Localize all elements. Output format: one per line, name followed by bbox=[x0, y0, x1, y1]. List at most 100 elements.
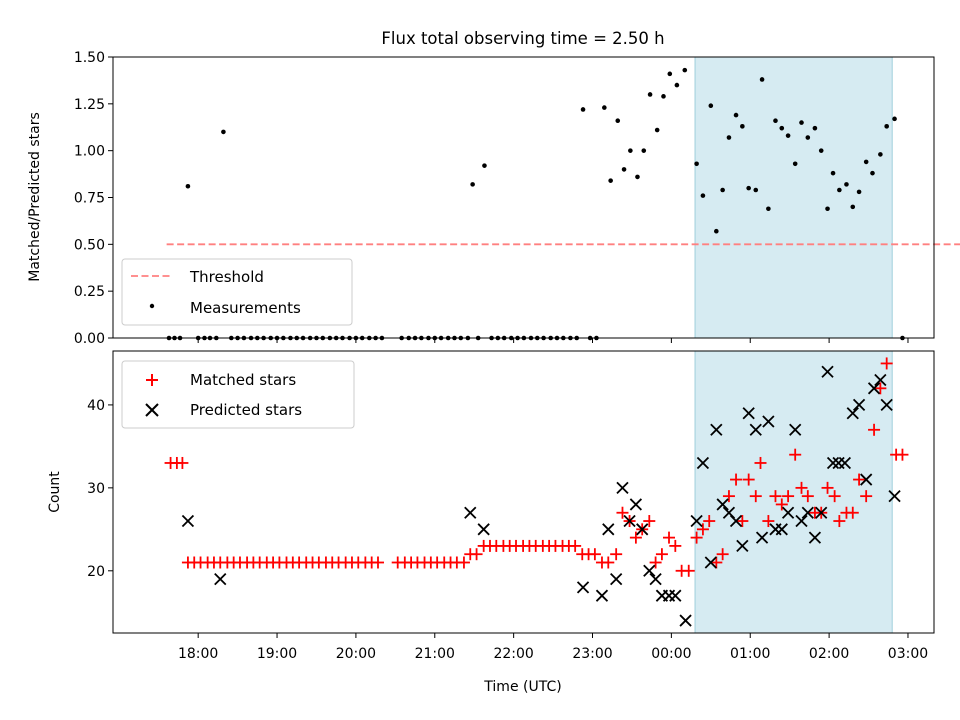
legend-measurements-label: Measurements bbox=[190, 299, 301, 317]
measurement-point bbox=[185, 183, 191, 189]
predicted-star-point bbox=[888, 490, 901, 503]
matched-star-point bbox=[828, 490, 841, 503]
legend-predicted-swatch bbox=[145, 403, 159, 417]
predicted-star-point bbox=[808, 531, 822, 544]
matched-star-point bbox=[795, 481, 808, 494]
measurement-point bbox=[870, 170, 875, 176]
measurement-point bbox=[746, 185, 751, 191]
x-tick-label: 19:00 bbox=[257, 646, 297, 662]
measurement-point bbox=[470, 182, 475, 187]
measurement-point bbox=[825, 206, 830, 212]
matched-star-point bbox=[833, 515, 846, 528]
matched-star-point bbox=[176, 456, 189, 469]
measurement-point bbox=[708, 103, 714, 109]
predicted-star-point bbox=[826, 456, 840, 470]
measurement-point bbox=[602, 105, 607, 110]
predicted-star-point bbox=[874, 373, 887, 387]
measurement-point bbox=[785, 133, 791, 138]
matched-star-point bbox=[655, 548, 668, 561]
matched-star-point bbox=[742, 473, 755, 486]
matched-star-point bbox=[663, 531, 676, 544]
measurement-point bbox=[850, 204, 856, 210]
x-tick-label: 21:00 bbox=[415, 646, 455, 662]
x-tick-label: 20:00 bbox=[336, 646, 376, 662]
measurement-point bbox=[830, 170, 836, 176]
matched-star-point bbox=[789, 448, 802, 461]
matched-star-points bbox=[164, 357, 909, 577]
measurement-point bbox=[482, 163, 487, 168]
predicted-star-point bbox=[690, 514, 703, 528]
predicted-star-point bbox=[846, 407, 859, 420]
matched-star-point bbox=[730, 473, 743, 486]
matched-star-point bbox=[457, 556, 470, 569]
legend-matched-label: Matched stars bbox=[190, 371, 296, 389]
matched-star-point bbox=[896, 448, 909, 461]
predicted-star-point bbox=[602, 523, 615, 536]
predicted-star-point bbox=[643, 564, 656, 577]
matched-star-point bbox=[669, 539, 682, 552]
predicted-star-point bbox=[214, 572, 227, 586]
predicted-star-point bbox=[801, 506, 814, 519]
bottom-axes-frame bbox=[112, 350, 935, 634]
top-panel: 0.00 0.25 0.50 0.75 1.00 1.25 1.50 Matched/Pre… bbox=[27, 50, 960, 347]
x-tick-label: 00:00 bbox=[651, 646, 691, 662]
predicted-star-point bbox=[838, 456, 852, 470]
predicted-star-point bbox=[623, 514, 636, 528]
bottom-y-axis-label: Count bbox=[47, 471, 63, 513]
predicted-star-point bbox=[636, 523, 649, 536]
x-tick-label: 01:00 bbox=[730, 646, 770, 662]
matched-star-point bbox=[649, 556, 662, 569]
top-shaded-region bbox=[694, 56, 893, 339]
matched-star-point bbox=[696, 523, 709, 536]
x-tick-label: 03:00 bbox=[888, 646, 928, 662]
bottom-legend-box bbox=[121, 360, 355, 429]
matched-star-point bbox=[880, 357, 893, 370]
top-y-axis-ticks: 0.00 0.25 0.50 0.75 1.00 1.25 1.50 bbox=[74, 50, 113, 347]
measurement-point bbox=[844, 182, 849, 187]
measurement-point bbox=[805, 135, 811, 140]
bottom-y-tick-label: 30 bbox=[87, 481, 105, 497]
matched-star-point bbox=[588, 548, 601, 561]
matched-star-point bbox=[749, 490, 762, 503]
legend-matched-swatch bbox=[146, 374, 158, 386]
measurement-point bbox=[694, 161, 699, 167]
x-tick-label: 22:00 bbox=[493, 646, 533, 662]
predicted-star-point bbox=[815, 506, 828, 519]
predicted-star-point bbox=[679, 614, 692, 627]
matched-star-point bbox=[610, 548, 623, 561]
bottom-y-tick-label: 40 bbox=[87, 398, 105, 414]
legend-measurements-swatch bbox=[149, 303, 155, 309]
bottom-shaded-region bbox=[694, 350, 893, 634]
bottom-y-tick-label: 20 bbox=[87, 564, 105, 580]
top-legend-box bbox=[121, 258, 353, 326]
measurement-point bbox=[766, 206, 771, 212]
measurement-point bbox=[682, 67, 688, 73]
predicted-star-point bbox=[464, 506, 477, 519]
predicted-star-point bbox=[629, 498, 643, 511]
measurement-point bbox=[654, 127, 660, 133]
measurement-point bbox=[892, 116, 897, 122]
measurement-point bbox=[799, 120, 804, 125]
matched-star-point bbox=[782, 490, 795, 503]
predicted-star-point bbox=[662, 589, 676, 602]
matched-star-point bbox=[762, 515, 775, 528]
measurement-point bbox=[812, 125, 818, 131]
matched-star-point bbox=[470, 548, 483, 561]
predicted-star-point bbox=[595, 589, 609, 602]
predicted-star-point bbox=[669, 589, 682, 602]
matched-star-point bbox=[853, 473, 866, 486]
matched-star-point bbox=[846, 506, 859, 519]
legend-threshold-label: Threshold bbox=[189, 268, 264, 286]
predicted-star-point bbox=[775, 523, 788, 536]
predicted-star-point bbox=[736, 539, 749, 553]
predicted-star-point bbox=[181, 514, 195, 528]
matched-star-point bbox=[821, 481, 834, 494]
measurement-point bbox=[726, 135, 732, 140]
measurement-point bbox=[740, 124, 745, 129]
top-legend: Threshold Measurements bbox=[121, 258, 353, 326]
measurement-point bbox=[720, 187, 725, 193]
predicted-star-point bbox=[704, 556, 717, 569]
top-axes-frame bbox=[112, 56, 935, 339]
predicted-star-point bbox=[789, 423, 802, 436]
matched-star-point bbox=[629, 531, 642, 544]
